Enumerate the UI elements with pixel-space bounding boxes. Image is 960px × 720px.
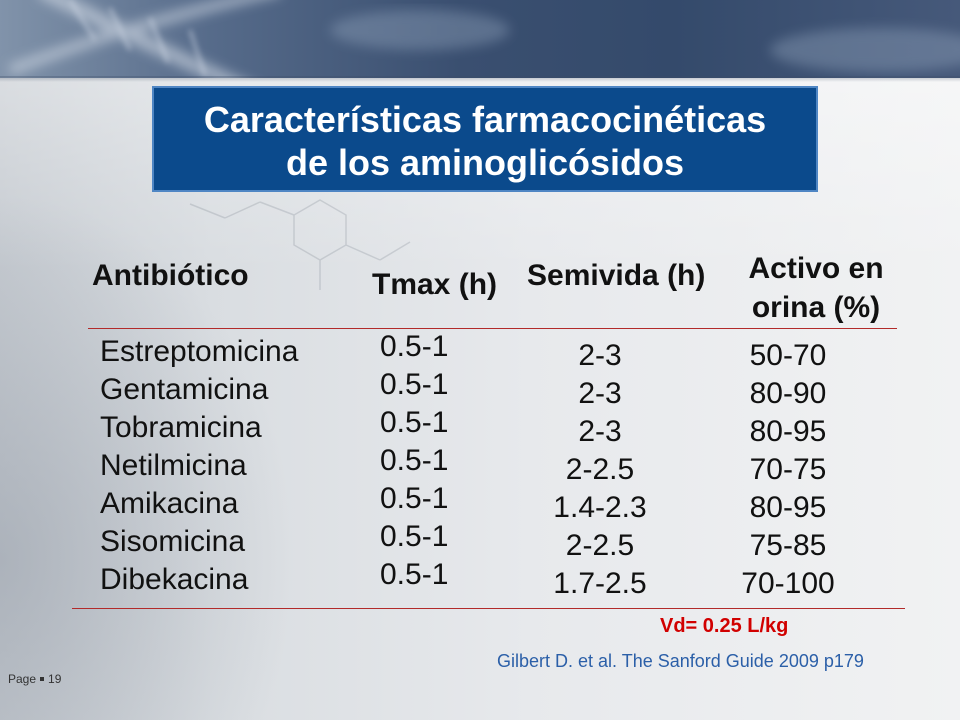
page-footer: Page 19 xyxy=(8,671,61,687)
half-life-value: 2-2.5 xyxy=(565,529,635,562)
half-life-value: 2-2.5 xyxy=(565,453,635,486)
slide-title-line-2: de los aminoglicósidos xyxy=(285,142,685,183)
header-half-life: Semivida (h) xyxy=(527,259,706,292)
antibiotic-name: Estreptomicina xyxy=(100,335,299,368)
molecule-structure-graphic xyxy=(189,199,411,290)
bullet-square-icon xyxy=(40,676,45,681)
urine-active-column: 50-70 80-90 80-95 70-75 80-95 75-85 70-1… xyxy=(708,337,868,603)
dna-helix-graphic xyxy=(8,0,960,78)
slide-title-line-1: Características farmacocinéticas xyxy=(203,99,767,140)
half-life-column: 2-3 2-3 2-3 2-2.5 1.4-2.3 2-2.5 1.7-2.5 xyxy=(520,337,680,603)
antibiotic-name: Netilmicina xyxy=(100,449,247,482)
header-urine-active: Activo en orina (%) xyxy=(736,249,896,327)
half-life-value: 2-3 xyxy=(578,415,622,448)
urine-active-value: 75-85 xyxy=(749,529,827,562)
antibiotic-name: Sisomicina xyxy=(100,525,246,558)
urine-active-value: 50-70 xyxy=(749,339,827,372)
antibiotic-name: Dibekacina xyxy=(100,563,249,596)
antibiotic-name: Amikacina xyxy=(100,487,239,520)
slide-title: Características farmacocinéticas de los … xyxy=(154,98,816,184)
half-life-value: 1.7-2.5 xyxy=(553,567,647,600)
urine-active-value: 80-90 xyxy=(749,377,827,410)
tmax-value: 0.5-1 xyxy=(380,406,449,439)
half-life-value: 2-3 xyxy=(578,377,622,410)
volume-distribution-note: Vd= 0.25 L/kg xyxy=(660,615,789,637)
tmax-value: 0.5-1 xyxy=(380,558,449,591)
title-box: Características farmacocinéticas de los … xyxy=(152,86,818,192)
antibiotic-column: Estreptomicina Gentamicina Tobramicina N… xyxy=(100,333,298,599)
tmax-value: 0.5-1 xyxy=(380,520,449,553)
urine-active-value: 70-100 xyxy=(741,567,835,600)
urine-active-value: 80-95 xyxy=(749,415,827,448)
page-label: Page xyxy=(8,672,37,686)
antibiotic-name: Gentamicina xyxy=(100,373,269,406)
header-banner-edge xyxy=(0,76,960,82)
header-urine-active-line-2: orina (%) xyxy=(751,291,881,324)
tmax-value: 0.5-1 xyxy=(380,330,449,363)
tmax-value: 0.5-1 xyxy=(380,482,449,515)
tmax-column: 0.5-1 0.5-1 0.5-1 0.5-1 0.5-1 0.5-1 0.5-… xyxy=(380,328,448,594)
page-number: 19 xyxy=(48,672,62,686)
header-urine-active-line-1: Activo en xyxy=(748,252,884,285)
table-bottom-divider xyxy=(72,608,905,609)
urine-active-value: 70-75 xyxy=(749,453,827,486)
half-life-value: 1.4-2.3 xyxy=(553,491,647,524)
header-antibiotic: Antibiótico xyxy=(92,259,249,292)
urine-active-value: 80-95 xyxy=(749,491,827,524)
tmax-value: 0.5-1 xyxy=(380,368,449,401)
source-citation: Gilbert D. et al. The Sanford Guide 2009… xyxy=(497,651,864,671)
antibiotic-name: Tobramicina xyxy=(100,411,262,444)
header-tmax: Tmax (h) xyxy=(372,268,498,301)
half-life-value: 2-3 xyxy=(578,339,622,372)
header-banner xyxy=(0,0,960,78)
tmax-value: 0.5-1 xyxy=(380,444,449,477)
header-divider xyxy=(88,328,897,329)
